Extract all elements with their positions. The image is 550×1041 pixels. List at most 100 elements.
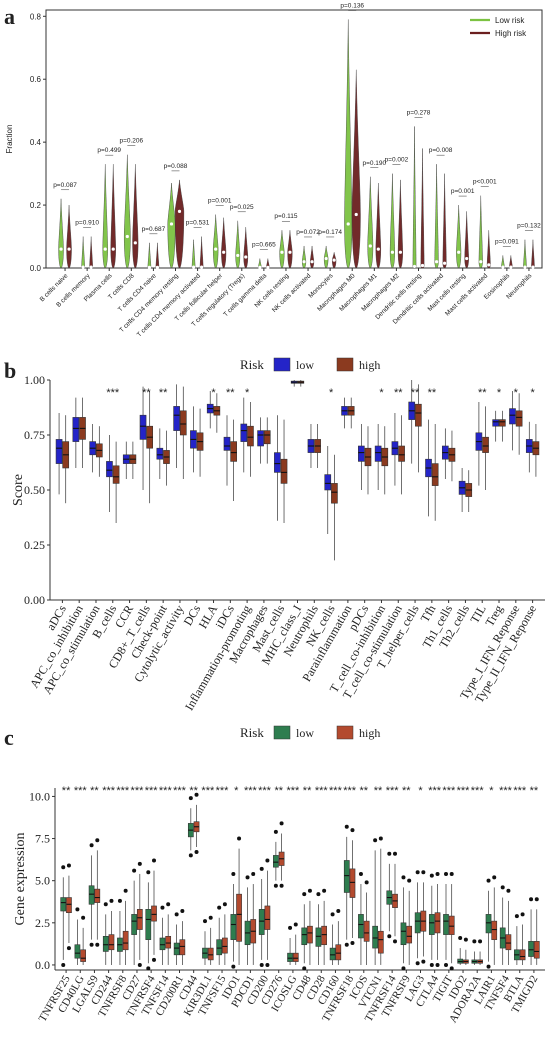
outlier-high-cd28 xyxy=(322,888,327,893)
p-value-monocytes: p=0.174 xyxy=(318,229,342,236)
legend-swatch-b-low xyxy=(273,357,291,372)
violin-low-macrophages-m0-median xyxy=(346,222,350,226)
outlier-high-cd276 xyxy=(279,883,284,888)
violin-high-t-cells-cd4-naive xyxy=(155,242,160,269)
violin-high-nk-cells-activated-median xyxy=(310,260,314,264)
outlier-high-tmigd2 xyxy=(534,897,539,902)
violin-low-macrophages-m2-median xyxy=(390,250,395,254)
panel-letter-c: c xyxy=(4,725,14,750)
p-value-macrophages-m1: p=0.190 xyxy=(362,160,386,167)
panel-b-box-chart: b Risk low highScore0.000.250.500.751.00aDC… xyxy=(4,357,545,713)
box-low-tnfsf15 xyxy=(216,939,223,956)
violin-low-t-cells-cd4-naive xyxy=(147,242,152,269)
violin-high-t-cells-cd4-memory-activated-median xyxy=(199,265,204,269)
violin-low-mast-cells-activated-median xyxy=(479,260,483,264)
legend-swatch-b-high xyxy=(336,357,354,372)
box-low-cd48 xyxy=(301,927,308,946)
significance-t-cell-co-inhibition: * xyxy=(379,387,384,399)
x-tick-label-macrophages-m0: Macrophages M0 xyxy=(316,272,357,313)
outlier-low-tnfsf14 xyxy=(160,905,165,910)
violin-high-monocytes-median xyxy=(332,258,336,262)
outlier-high-tnfrsf18 xyxy=(350,941,355,946)
violin-low-macrophages-m1 xyxy=(367,176,374,269)
significance-cd40lg: *** xyxy=(74,785,88,797)
box-low-lag3 xyxy=(414,912,421,934)
box-high-t-helper-cells xyxy=(415,403,422,427)
box-low-cd27 xyxy=(131,914,137,935)
violin-low-dendritic-cells-activated-median xyxy=(434,260,439,264)
outlier-high-tnfrsf9 xyxy=(407,878,412,883)
significance-t-helper-cells: ** xyxy=(411,387,420,399)
panel-letter-b: b xyxy=(4,358,16,383)
outlier-low-btla xyxy=(514,914,519,919)
violin-high-t-cells-regulatory-tregs-median xyxy=(244,255,248,259)
p-value-t-cells-gamma-delta: p=0.665 xyxy=(252,242,276,249)
box-low-cd160 xyxy=(329,947,336,961)
box-high-treg xyxy=(499,419,506,427)
violin-low-macrophages-m0 xyxy=(344,19,353,269)
box-low-nk-cells xyxy=(324,474,332,491)
violin-low-dendritic-cells-resting xyxy=(412,126,417,269)
outlier-high-lgals9 xyxy=(95,838,100,843)
violin-high-b-cells-naive-median xyxy=(67,247,71,251)
outlier-low-vtcn1 xyxy=(373,838,378,843)
p-value-macrophages-m2: p=0.002 xyxy=(385,157,409,164)
violin-low-t-cells-cd8-median xyxy=(125,234,129,239)
box-high-type-i-ifn-reponse xyxy=(515,410,523,427)
y-axis-label-c: Gene expression xyxy=(13,833,28,926)
outlier-low-tnfrsf9 xyxy=(401,875,406,880)
y-tick-label-b: 1.00 xyxy=(24,373,45,387)
violin-low-t-cells-cd4-naive-median xyxy=(147,265,152,269)
box-low-tigit xyxy=(443,914,449,935)
y-tick-label-b: 0.50 xyxy=(24,483,45,497)
significance-cd28: *** xyxy=(315,785,329,797)
outlier-low-icoslg xyxy=(288,925,293,930)
box-low-icos xyxy=(358,914,364,939)
violin-low-neutrophils-median xyxy=(523,265,527,269)
violin-high-dendritic-cells-activated-median xyxy=(442,261,447,265)
box-high-tfh xyxy=(431,463,439,486)
box-low-macrophages xyxy=(257,430,264,447)
significance-kir3dl1: *** xyxy=(201,785,215,797)
significance-ido1: * xyxy=(234,785,239,797)
violin-high-macrophages-m1 xyxy=(375,183,381,269)
box-high-b-cells xyxy=(112,465,120,484)
box-high-tnfsf14 xyxy=(165,935,172,949)
outlier-low-cd44 xyxy=(188,853,193,858)
box-low-ctla4 xyxy=(428,914,435,935)
significance-type-i-ifn-reponse: * xyxy=(514,387,519,399)
outlier-low-tnfrsf14 xyxy=(387,934,392,939)
box-high-cd28 xyxy=(321,925,327,946)
box-high-cd160 xyxy=(335,944,342,961)
significance-idcs: ** xyxy=(226,387,235,399)
significance-icos: ** xyxy=(360,785,369,797)
p-value-eosinophils: p=0.091 xyxy=(495,238,519,245)
violin-high-macrophages-m1-median xyxy=(376,247,380,251)
outlier-high-tigit xyxy=(449,966,454,971)
box-low-check-point xyxy=(156,447,164,460)
violin-high-dendritic-cells-resting-median xyxy=(420,263,425,268)
panel-letter-a: a xyxy=(4,4,15,29)
outlier-low-cd200 xyxy=(259,866,264,871)
violin-low-b-cells-memory-median xyxy=(81,265,85,269)
violin-high-macrophages-m0-median xyxy=(354,212,358,217)
legend-swatch-c-low xyxy=(273,725,291,740)
outlier-low-tnfsf15 xyxy=(217,905,222,910)
outlier-high-vtcn1 xyxy=(378,836,383,841)
y-axis-label-a: Fraction xyxy=(5,125,14,154)
outlier-high-cd27 xyxy=(137,861,142,866)
box-high-icoslg xyxy=(292,952,299,962)
violin-low-b-cells-naive xyxy=(58,198,64,269)
legend-label-b-high: high xyxy=(359,358,380,372)
box-low-cd200r1 xyxy=(173,942,180,956)
outlier-high-cd200r1 xyxy=(180,909,185,914)
significance-treg: * xyxy=(497,387,502,399)
box-high-lair1 xyxy=(491,920,498,940)
significance-tnfrsf9: ** xyxy=(402,785,411,797)
box-low-mast-cells xyxy=(274,452,281,473)
box-high-cd48 xyxy=(307,925,313,944)
outlier-low-tnfrsf8 xyxy=(117,898,122,903)
box-low-ido1 xyxy=(230,914,237,940)
outlier-low-cd27 xyxy=(132,868,137,873)
violin-low-t-cells-regulatory-tregs-median xyxy=(236,253,240,258)
